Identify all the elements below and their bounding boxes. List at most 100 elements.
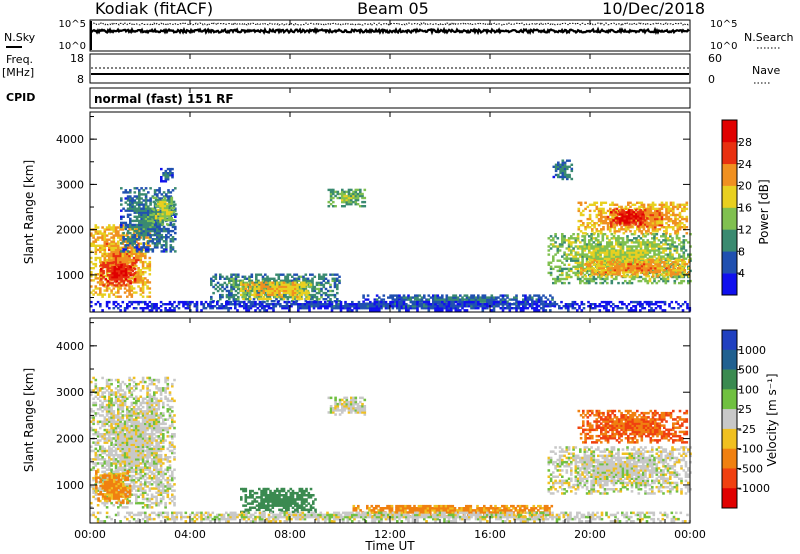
data-cell — [169, 223, 173, 227]
data-cell — [653, 249, 656, 252]
data-cell — [336, 279, 339, 282]
data-cell — [578, 307, 581, 310]
data-cell — [330, 303, 334, 306]
data-cell — [138, 215, 141, 218]
data-cell — [554, 165, 558, 168]
data-cell — [157, 198, 160, 202]
data-cell — [156, 238, 159, 241]
data-cell — [106, 284, 110, 287]
data-cell — [112, 303, 116, 306]
data-cell — [129, 242, 132, 245]
data-cell — [621, 209, 624, 212]
data-cell — [103, 244, 107, 247]
data-cell — [253, 289, 257, 292]
data-cell — [416, 294, 419, 297]
data-cell — [619, 241, 623, 244]
data-cell — [477, 294, 480, 297]
data-cell — [610, 241, 614, 244]
data-cell — [304, 273, 308, 276]
data-cell — [617, 239, 620, 242]
data-cell — [112, 248, 116, 252]
data-cell — [137, 273, 140, 276]
data-cell — [656, 211, 659, 215]
data-cell — [630, 253, 634, 256]
data-cell — [601, 249, 605, 252]
data-cell — [561, 255, 564, 258]
data-cell — [656, 207, 659, 211]
data-cell — [92, 240, 95, 243]
data-cell — [653, 255, 656, 258]
data-cell — [135, 252, 138, 256]
data-cell — [210, 279, 213, 282]
data-cell — [254, 309, 257, 312]
data-cell — [144, 231, 148, 235]
data-cell — [687, 265, 690, 268]
data-cell — [391, 294, 395, 297]
data-cell — [576, 265, 580, 268]
data-cell — [567, 309, 570, 312]
data-cell — [639, 213, 642, 216]
data-cell — [129, 219, 132, 223]
data-cell — [669, 203, 673, 206]
data-cell — [293, 273, 296, 276]
data-cell — [675, 249, 679, 252]
data-cell — [168, 214, 171, 218]
data-cell — [240, 289, 243, 292]
data-cell — [504, 298, 507, 301]
data-cell — [646, 241, 650, 244]
data-cell — [481, 296, 485, 299]
data-cell — [137, 271, 140, 274]
data-cell — [559, 165, 562, 168]
data-cell — [94, 256, 98, 260]
data-cell — [144, 201, 148, 204]
data-cell — [576, 267, 580, 271]
data-cell — [234, 279, 238, 282]
data-cell — [171, 209, 175, 212]
data-cell — [286, 273, 290, 276]
data-cell — [542, 300, 545, 303]
data-cell — [562, 305, 566, 308]
data-cell — [210, 295, 213, 299]
data-cell — [106, 261, 110, 265]
data-cell — [147, 217, 150, 221]
data-cell — [322, 291, 326, 295]
data-cell — [124, 191, 128, 194]
data-cell — [133, 207, 137, 210]
data-cell — [647, 205, 650, 209]
data-cell — [137, 250, 140, 254]
data-cell — [257, 279, 260, 282]
data-cell — [585, 247, 589, 250]
data-cell — [133, 199, 137, 202]
data-cell — [579, 279, 582, 283]
data-cell — [137, 256, 140, 260]
data-cell — [250, 289, 254, 293]
data-cell — [149, 203, 152, 206]
data-cell — [639, 241, 643, 244]
data-cell — [463, 309, 467, 312]
data-cell — [357, 303, 361, 306]
data-cell — [490, 305, 494, 308]
data-cell — [130, 293, 134, 296]
data-cell — [315, 303, 318, 306]
data-cell — [655, 249, 659, 252]
data-cell — [655, 245, 659, 248]
data-cell — [658, 262, 662, 266]
data-cell — [648, 279, 652, 283]
data-cell — [273, 289, 277, 292]
data-cell — [630, 251, 634, 254]
data-cell — [142, 225, 146, 229]
data-cell — [255, 279, 258, 282]
data-cell — [483, 300, 487, 303]
data-cell — [133, 278, 137, 281]
data-cell — [660, 257, 663, 260]
data-cell — [598, 309, 602, 312]
data-cell — [248, 279, 251, 282]
data-cell — [139, 260, 143, 264]
data-cell — [624, 255, 627, 258]
data-cell — [168, 212, 171, 216]
data-cell — [676, 222, 680, 225]
data-cell — [601, 239, 605, 242]
data-cell — [200, 303, 203, 306]
data-cell — [576, 309, 579, 312]
data-cell — [678, 239, 681, 242]
